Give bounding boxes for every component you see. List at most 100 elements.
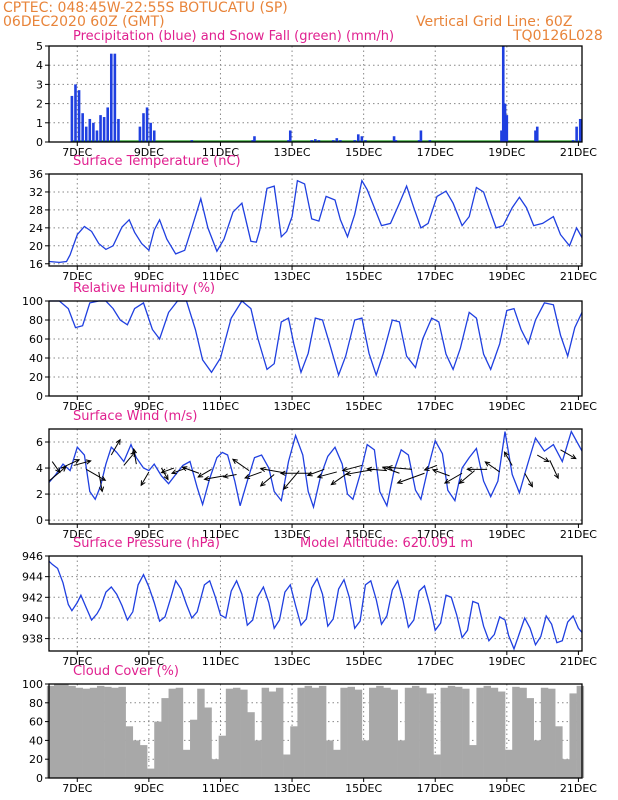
wind-arrow-head xyxy=(163,474,169,481)
x-tick-label: 19DEC xyxy=(488,400,525,413)
wind-arrow-head xyxy=(279,470,286,476)
wind-arrow-shaft xyxy=(397,472,425,484)
precip-bar xyxy=(149,122,152,142)
precip-bar xyxy=(145,107,149,142)
precip-bar xyxy=(70,95,74,142)
wind-vector-arrow xyxy=(316,471,337,479)
y-tick-label: 2 xyxy=(36,98,43,111)
wind-arrow-head xyxy=(306,471,313,477)
wind-vector-arrow xyxy=(443,472,463,484)
model-code-label: TQ0126L028 xyxy=(513,28,603,44)
wind-vector-arrow xyxy=(381,466,400,474)
wind-arrow-shaft xyxy=(524,472,533,487)
wind-arrow-head xyxy=(231,458,238,464)
cloud-cover-bar xyxy=(82,688,91,778)
precip-bar xyxy=(331,140,335,142)
wind-vector-arrow xyxy=(244,471,262,479)
cloud-cover-bar xyxy=(569,693,577,778)
y-tick-label: 3 xyxy=(36,78,43,91)
wind-arrow-shaft xyxy=(232,458,250,472)
wind-vector-arrow xyxy=(524,472,533,488)
y-tick-label: 4 xyxy=(36,59,43,72)
cloud-cover-bar xyxy=(512,686,520,778)
cloud-cover-bar xyxy=(283,754,291,778)
y-tick-label: 60 xyxy=(29,716,43,729)
x-tick-label: 11DEC xyxy=(202,655,239,668)
wind-arrow-head xyxy=(543,457,550,463)
y-tick-label: 0 xyxy=(36,390,43,403)
cloud-cover-bar xyxy=(555,726,563,778)
wind-arrow-head xyxy=(570,454,577,460)
wind-vector-arrow xyxy=(423,464,438,471)
wind-arrow-shaft xyxy=(307,468,325,476)
cloud-cover-bar xyxy=(132,740,141,778)
precip-bar xyxy=(251,140,254,142)
cloud-cover-bar xyxy=(247,712,255,778)
precip-bar xyxy=(571,140,575,142)
wind-vector-arrow xyxy=(503,451,513,466)
x-tick-label: 11DEC xyxy=(202,270,239,283)
cloud-cover-bar xyxy=(261,687,270,778)
cloud-cover-bar xyxy=(476,687,484,778)
x-tick-label: 13DEC xyxy=(273,528,310,541)
wind-arrow-head xyxy=(259,466,266,473)
panel-title-pressure: Surface Pressure (hPa) xyxy=(73,536,220,551)
cloud-cover-bar xyxy=(397,740,406,778)
precip-bar xyxy=(314,139,317,142)
x-tick-label: 11DEC xyxy=(202,528,239,541)
wind-arrow-head xyxy=(553,473,559,480)
precip-bar xyxy=(535,126,539,142)
wind-arrow-shaft xyxy=(459,470,475,484)
x-tick-label: 15DEC xyxy=(345,782,382,795)
precip-bar xyxy=(505,115,509,142)
precip-bar xyxy=(417,140,421,142)
wind-arrow-shaft xyxy=(387,466,413,470)
wind-arrow-shaft xyxy=(382,466,400,474)
wind-vector-arrow xyxy=(537,454,550,463)
x-tick-label: 19DEC xyxy=(488,782,525,795)
wind-arrow-head xyxy=(85,459,92,465)
cloud-cover-bar xyxy=(347,686,355,778)
panel-pressure: Surface Pressure (hPa) 938 940 942 944 946 7DE… xyxy=(22,536,597,668)
precip-bar xyxy=(575,126,578,142)
wind-arrow-shaft xyxy=(342,464,362,472)
wind-vector-arrow xyxy=(203,475,225,482)
x-tick-label: 9DEC xyxy=(134,782,164,795)
cloud-cover-bar xyxy=(154,721,162,778)
wind-arrow-head xyxy=(503,451,509,458)
cloud-cover-bar xyxy=(533,740,542,778)
wind-arrow-head xyxy=(316,473,323,479)
precip-bar xyxy=(102,117,106,142)
wind-arrow-head xyxy=(366,466,373,472)
precip-bar xyxy=(394,140,398,142)
precip-bar xyxy=(500,130,503,142)
wind-arrow-head xyxy=(431,468,439,474)
cloud-cover-bar xyxy=(361,740,370,778)
cloud-cover-bar xyxy=(497,691,506,778)
chart-header: CPTEC: 048:45W-22:55S BOTUCATU (SP) 06DE… xyxy=(0,0,618,46)
wind-arrow-shaft xyxy=(549,460,559,479)
cloud-cover-bar xyxy=(426,693,434,778)
precip-bar xyxy=(578,118,582,142)
cloud-cover-bar xyxy=(354,689,363,778)
wind-arrow-shaft xyxy=(73,460,91,466)
precip-bar xyxy=(106,107,110,142)
cloud-cover-bar xyxy=(483,685,492,778)
wind-vector-arrow xyxy=(160,467,175,474)
wind-arrow-shaft xyxy=(424,464,438,471)
cloud-cover-bar xyxy=(218,735,227,778)
x-tick-label: 7DEC xyxy=(62,146,92,159)
wind-arrow-head xyxy=(170,469,178,475)
wind-vector-arrow xyxy=(222,473,237,479)
wind-vector-arrow xyxy=(484,461,500,473)
x-tick-label: 17DEC xyxy=(417,528,454,541)
cloud-cover-bar xyxy=(225,688,234,778)
y-tick-label: 4 xyxy=(36,462,43,475)
wind-arrow-shaft xyxy=(160,467,169,480)
wind-vector-arrow xyxy=(431,468,450,477)
wind-vector-arrow xyxy=(306,468,325,477)
wind-arrow-head xyxy=(98,486,105,493)
wind-arrow-head xyxy=(203,475,210,482)
cloud-cover-bar xyxy=(75,687,83,778)
x-tick-label: 21DEC xyxy=(560,782,597,795)
